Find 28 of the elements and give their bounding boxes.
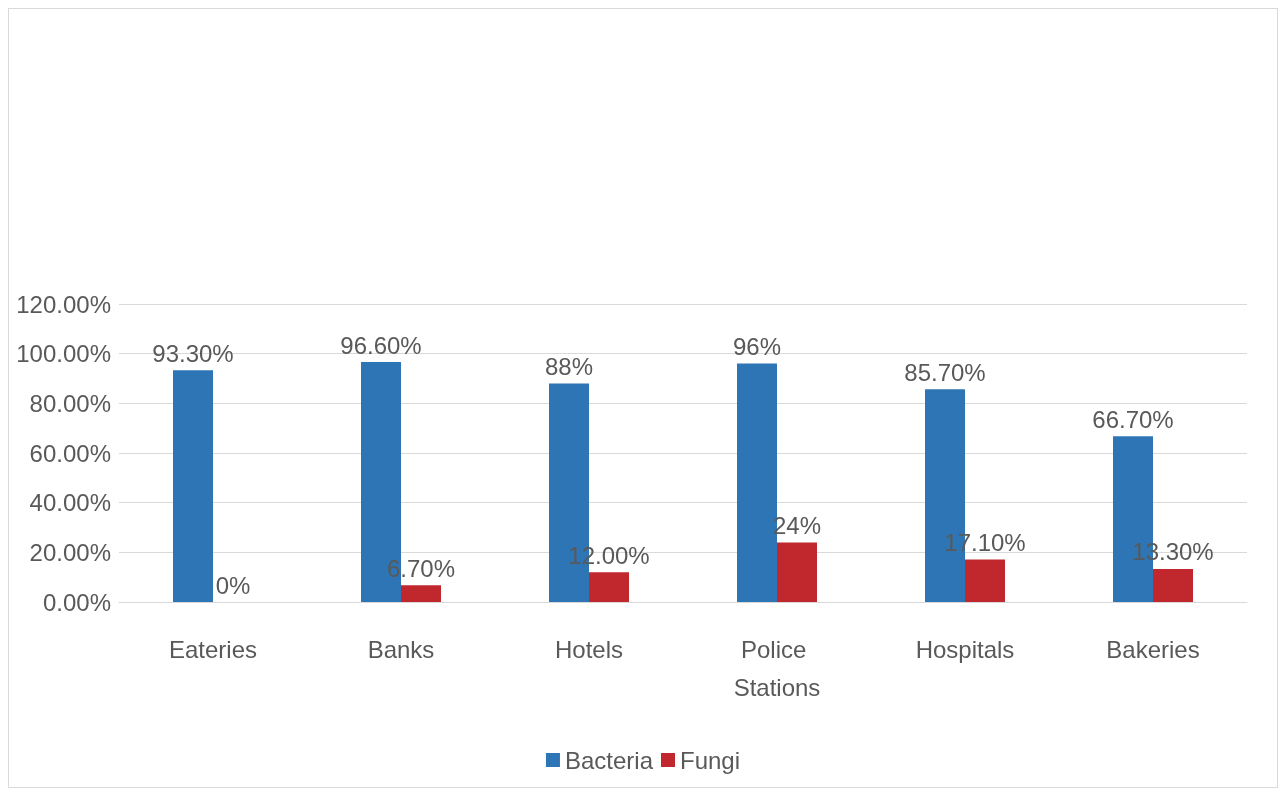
data-label: 0%	[215, 571, 251, 599]
bar	[401, 585, 441, 602]
bar	[965, 559, 1005, 602]
y-tick-label: 60.00%	[29, 439, 111, 467]
data-label: 93.30%	[152, 339, 234, 367]
y-tick-label: 20.00%	[29, 538, 111, 566]
legend-label: Bacteria	[564, 746, 654, 774]
bar	[1153, 568, 1193, 602]
data-label: 88%	[544, 352, 594, 380]
data-label: 96.60%	[340, 331, 422, 359]
y-tick-label: 100.00%	[16, 340, 111, 368]
y-tick-label: 40.00%	[29, 489, 111, 517]
x-tick-label: Bakeries	[1106, 635, 1200, 663]
bar	[173, 370, 213, 602]
bar	[777, 542, 817, 602]
legend-label: Fungi	[680, 746, 741, 774]
x-tick-label: Police Stations	[733, 635, 821, 701]
x-tick-label: Eateries	[168, 635, 258, 663]
bar	[589, 572, 629, 602]
x-tick-label: Banks	[367, 635, 435, 663]
y-tick-label: 0.00%	[42, 588, 111, 616]
y-tick-label: 80.00%	[29, 389, 111, 417]
data-label: 66.70%	[1092, 405, 1174, 433]
x-tick-label: Hospitals	[915, 635, 1015, 663]
data-label: 96%	[732, 333, 782, 361]
x-tick-label: Hotels	[554, 635, 624, 663]
data-label: 85.70%	[904, 358, 986, 386]
y-tick-label: 120.00%	[16, 290, 111, 318]
